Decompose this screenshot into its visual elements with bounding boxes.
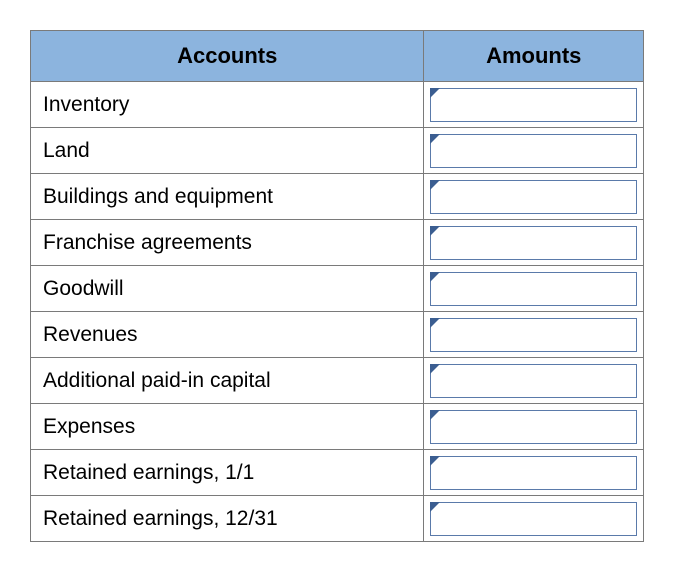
account-label: Additional paid-in capital (31, 358, 424, 404)
amount-cell (424, 266, 644, 312)
table-row: Retained earnings, 1/1 (31, 450, 644, 496)
dropdown-marker-icon[interactable] (430, 134, 440, 144)
dropdown-marker-icon[interactable] (430, 88, 440, 98)
amount-input-wrap (430, 226, 637, 260)
account-label: Goodwill (31, 266, 424, 312)
column-header-amounts: Amounts (424, 31, 644, 82)
dropdown-marker-icon[interactable] (430, 272, 440, 282)
table-row: Retained earnings, 12/31 (31, 496, 644, 542)
dropdown-marker-icon[interactable] (430, 456, 440, 466)
amount-input-wrap (430, 272, 637, 306)
account-label: Expenses (31, 404, 424, 450)
amount-input[interactable] (430, 88, 637, 122)
amount-input-wrap (430, 364, 637, 398)
amount-input-wrap (430, 88, 637, 122)
amount-input-wrap (430, 318, 637, 352)
account-label: Revenues (31, 312, 424, 358)
account-label: Franchise agreements (31, 220, 424, 266)
table-header-row: Accounts Amounts (31, 31, 644, 82)
amount-cell (424, 358, 644, 404)
table-row: Expenses (31, 404, 644, 450)
account-label: Inventory (31, 82, 424, 128)
amount-cell (424, 496, 644, 542)
column-header-accounts: Accounts (31, 31, 424, 82)
amount-cell (424, 404, 644, 450)
amount-input[interactable] (430, 364, 637, 398)
amount-input-wrap (430, 410, 637, 444)
amount-input[interactable] (430, 272, 637, 306)
table-row: Franchise agreements (31, 220, 644, 266)
dropdown-marker-icon[interactable] (430, 364, 440, 374)
amount-cell (424, 128, 644, 174)
amount-input-wrap (430, 502, 637, 536)
dropdown-marker-icon[interactable] (430, 318, 440, 328)
dropdown-marker-icon[interactable] (430, 226, 440, 236)
account-label: Land (31, 128, 424, 174)
amount-cell (424, 312, 644, 358)
amount-input[interactable] (430, 502, 637, 536)
dropdown-marker-icon[interactable] (430, 410, 440, 420)
amount-cell (424, 220, 644, 266)
account-label: Retained earnings, 12/31 (31, 496, 424, 542)
table-row: Revenues (31, 312, 644, 358)
amount-input-wrap (430, 134, 637, 168)
accounts-table-container: Accounts Amounts Inventory Land (30, 30, 644, 542)
table-row: Buildings and equipment (31, 174, 644, 220)
amount-cell (424, 82, 644, 128)
amount-input-wrap (430, 180, 637, 214)
amount-input[interactable] (430, 134, 637, 168)
table-row: Inventory (31, 82, 644, 128)
table-row: Goodwill (31, 266, 644, 312)
amount-input[interactable] (430, 410, 637, 444)
amount-input[interactable] (430, 226, 637, 260)
table-row: Land (31, 128, 644, 174)
table-row: Additional paid-in capital (31, 358, 644, 404)
amount-input[interactable] (430, 456, 637, 490)
amount-cell (424, 174, 644, 220)
amount-input[interactable] (430, 180, 637, 214)
account-label: Retained earnings, 1/1 (31, 450, 424, 496)
accounts-table: Accounts Amounts Inventory Land (30, 30, 644, 542)
amount-cell (424, 450, 644, 496)
amount-input[interactable] (430, 318, 637, 352)
amount-input-wrap (430, 456, 637, 490)
dropdown-marker-icon[interactable] (430, 180, 440, 190)
dropdown-marker-icon[interactable] (430, 502, 440, 512)
account-label: Buildings and equipment (31, 174, 424, 220)
